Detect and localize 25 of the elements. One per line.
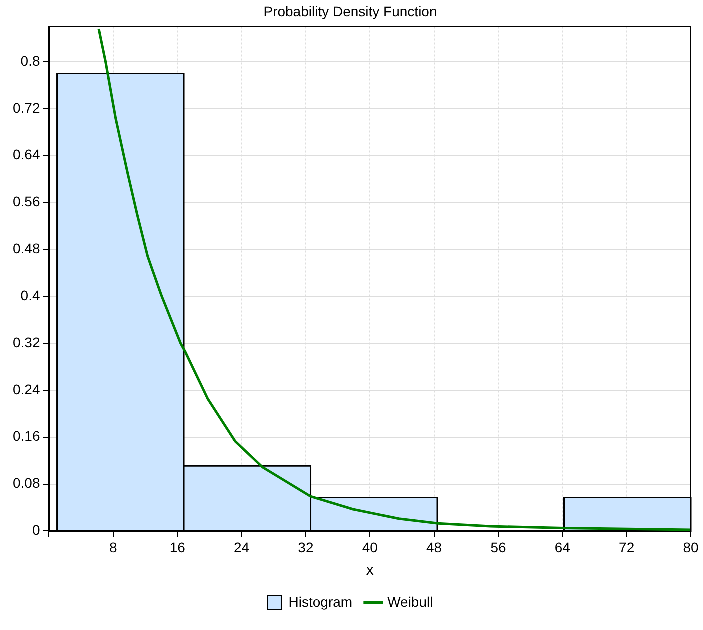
x-tick-label: 24: [234, 539, 250, 556]
y-tick-label: 0.08: [13, 475, 40, 492]
x-axis-title: x: [366, 562, 374, 580]
y-tick-label: 0.72: [13, 100, 40, 116]
x-tick-label: 8: [110, 539, 118, 556]
x-tick-label: 80: [683, 539, 699, 556]
legend-label: Histogram: [288, 594, 353, 610]
x-tick-label: 64: [554, 539, 571, 556]
y-tick-label: 0.56: [13, 194, 40, 210]
x-tick-label: 56: [490, 539, 506, 556]
y-tick-label: 0.8: [20, 52, 40, 69]
y-tick-label: 0.48: [13, 240, 40, 257]
y-tick-label: 0.4: [20, 287, 40, 304]
legend-label: Weibull: [388, 594, 434, 610]
y-tick-label: 0.16: [13, 428, 40, 444]
x-tick-label: 40: [362, 539, 378, 556]
y-tick-label: 0.24: [13, 381, 40, 398]
y-tick-label: 0.64: [13, 146, 40, 163]
chart-title: Probability Density Function: [264, 3, 438, 20]
y-tick-label: 0: [32, 522, 40, 538]
x-tick-label: 16: [170, 539, 186, 556]
x-tick-label: 32: [298, 539, 314, 556]
y-tick-label: 0.32: [13, 334, 40, 350]
x-tick-label: 72: [619, 539, 635, 556]
x-tick-label: 48: [426, 539, 442, 556]
